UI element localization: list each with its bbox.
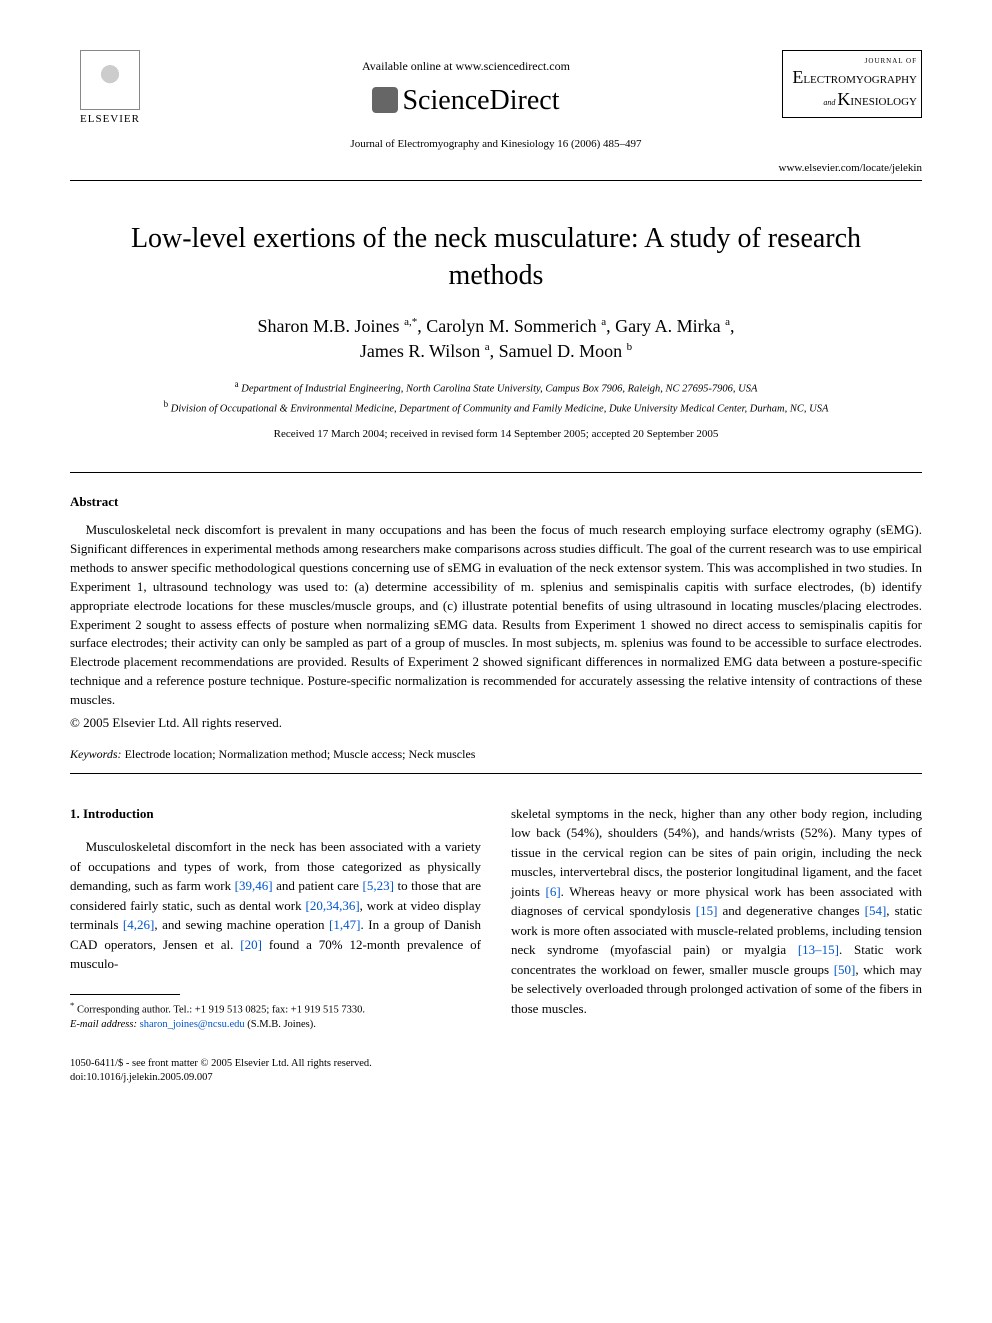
body-columns: 1. Introduction Musculoskeletal discomfo… — [70, 804, 922, 1033]
citation-line: Journal of Electromyography and Kinesiol… — [70, 137, 922, 152]
right-column: skeletal symptoms in the neck, higher th… — [511, 804, 922, 1033]
header-row: ELSEVIER Available online at www.science… — [70, 50, 922, 127]
affiliation-a: Department of Industrial Engineering, No… — [241, 384, 757, 395]
cite-link[interactable]: [1,47] — [329, 917, 360, 932]
article-title: Low-level exertions of the neck musculat… — [110, 221, 882, 294]
elsevier-tree-icon — [80, 50, 140, 110]
cite-link[interactable]: [50] — [834, 962, 856, 977]
authors: Sharon M.B. Joines a,*, Carolyn M. Somme… — [70, 314, 922, 364]
cite-link[interactable]: [6] — [545, 884, 560, 899]
journal-logo-line1: ELECTROMYOGRAPHY — [787, 67, 917, 89]
affiliation-b: Division of Occupational & Environmental… — [171, 403, 829, 414]
footnote-divider — [70, 994, 180, 995]
author-4: James R. Wilson — [360, 341, 485, 361]
cite-link[interactable]: [15] — [696, 903, 718, 918]
journal-logo-line2: and KINESIOLOGY — [787, 89, 917, 111]
issn-line: 1050-6411/$ - see front matter © 2005 El… — [70, 1057, 922, 1072]
locate-url: www.elsevier.com/locate/jelekin — [70, 161, 922, 176]
available-online-text: Available online at www.sciencedirect.co… — [150, 58, 782, 75]
keywords-label: Keywords: — [70, 747, 122, 761]
abstract-copyright: © 2005 Elsevier Ltd. All rights reserved… — [70, 714, 922, 732]
center-header: Available online at www.sciencedirect.co… — [150, 50, 782, 120]
elsevier-label: ELSEVIER — [80, 112, 140, 127]
intro-para-left: Musculoskeletal discomfort in the neck h… — [70, 837, 481, 974]
author-3: Gary A. Mirka — [615, 316, 725, 336]
cite-link[interactable]: [20] — [240, 937, 262, 952]
abstract-text: Musculoskeletal neck discomfort is preva… — [70, 521, 922, 709]
journal-logo-small: JOURNAL OF — [787, 57, 917, 65]
header-divider — [70, 180, 922, 181]
page-container: ELSEVIER Available online at www.science… — [0, 0, 992, 1126]
abstract-heading: Abstract — [70, 493, 922, 511]
author-5: Samuel D. Moon — [499, 341, 627, 361]
email-suffix: (S.M.B. Joines). — [247, 1019, 316, 1030]
left-column: 1. Introduction Musculoskeletal discomfo… — [70, 804, 481, 1033]
post-abstract-divider — [70, 773, 922, 774]
intro-para-right: skeletal symptoms in the neck, higher th… — [511, 804, 922, 1019]
author-2: Carolyn M. Sommerich — [426, 316, 601, 336]
cite-link[interactable]: [54] — [865, 903, 887, 918]
cite-link[interactable]: [39,46] — [235, 878, 273, 893]
author-1: Sharon M.B. Joines — [258, 316, 405, 336]
journal-logo: JOURNAL OF ELECTROMYOGRAPHY and KINESIOL… — [782, 50, 922, 118]
email-label: E-mail address: — [70, 1019, 137, 1030]
cite-link[interactable]: [5,23] — [363, 878, 394, 893]
corresponding-footnote: * Corresponding author. Tel.: +1 919 513… — [70, 999, 481, 1033]
keywords-text: Electrode location; Normalization method… — [125, 747, 476, 761]
pre-abstract-divider — [70, 472, 922, 473]
sciencedirect-icon — [372, 87, 398, 113]
cite-link[interactable]: [13–15] — [798, 942, 839, 957]
cite-link[interactable]: [4,26] — [123, 917, 154, 932]
intro-heading: 1. Introduction — [70, 804, 481, 824]
article-dates: Received 17 March 2004; received in revi… — [70, 427, 922, 442]
bottom-info: 1050-6411/$ - see front matter © 2005 El… — [70, 1057, 922, 1086]
doi-line: doi:10.1016/j.jelekin.2005.09.007 — [70, 1071, 922, 1086]
keywords: Keywords: Electrode location; Normalizat… — [70, 746, 922, 763]
corr-author-text: Corresponding author. Tel.: +1 919 513 0… — [77, 1004, 365, 1015]
affiliations: a Department of Industrial Engineering, … — [70, 378, 922, 417]
sciencedirect-logo: ScienceDirect — [372, 81, 559, 120]
email-link[interactable]: sharon_joines@ncsu.edu — [140, 1019, 245, 1030]
sciencedirect-text: ScienceDirect — [402, 81, 559, 120]
elsevier-logo: ELSEVIER — [70, 50, 150, 127]
cite-link[interactable]: [20,34,36] — [305, 898, 359, 913]
